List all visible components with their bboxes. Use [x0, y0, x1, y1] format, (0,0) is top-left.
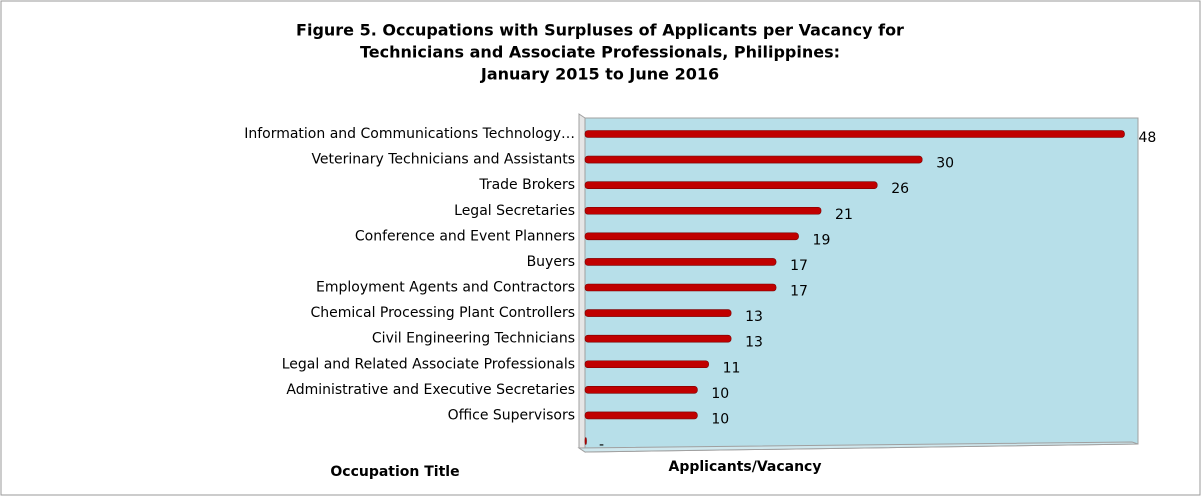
y-tick-label: Administrative and Executive Secretaries: [286, 382, 575, 398]
bar: [584, 155, 923, 164]
bar: [584, 181, 878, 189]
bar: [584, 334, 732, 343]
chart-title: January 2015 to June 2016: [480, 65, 719, 84]
y-tick-label: Veterinary Technicians and Assistants: [311, 152, 575, 168]
bar: [584, 258, 777, 266]
data-label: 11: [723, 360, 741, 376]
data-label: 21: [835, 207, 853, 223]
data-label: 30: [936, 156, 954, 172]
data-label: 13: [745, 309, 763, 325]
y-tick-label: Trade Brokers: [478, 177, 575, 193]
data-label: 13: [745, 335, 763, 351]
bar: [584, 130, 1125, 138]
data-label: 19: [813, 232, 831, 248]
floor: [577, 441, 1139, 453]
x-axis-label: Applicants/Vacancy: [669, 459, 822, 475]
y-tick-label: Employment Agents and Contractors: [316, 280, 575, 296]
y-axis-label: Occupation Title: [330, 464, 459, 480]
y-tick-label: Legal and Related Associate Professional…: [282, 356, 575, 372]
chart-title: Figure 5. Occupations with Surpluses of …: [296, 21, 904, 40]
bar: [584, 386, 698, 394]
bar: [584, 411, 698, 420]
y-tick-label: Buyers: [527, 254, 575, 270]
side-wall: [578, 113, 586, 453]
data-label: 17: [790, 258, 808, 274]
bar: [584, 437, 587, 445]
data-label: 10: [711, 411, 729, 427]
data-label: 48: [1139, 130, 1157, 146]
bar: [584, 206, 822, 215]
data-label: -: [599, 437, 604, 453]
data-label: 10: [711, 386, 729, 402]
y-tick-label: Office Supervisors: [448, 407, 575, 423]
y-tick-label: Conference and Event Planners: [355, 228, 575, 244]
y-tick-label: Chemical Processing Plant Controllers: [311, 305, 576, 321]
bar: [584, 283, 777, 292]
bar: [584, 232, 799, 241]
y-tick-label: Information and Communications Technolog…: [244, 126, 575, 142]
data-label: 26: [891, 181, 909, 197]
y-tick-label: Legal Secretaries: [454, 203, 575, 219]
data-label: 17: [790, 284, 808, 300]
chart-title: Technicians and Associate Professionals,…: [360, 43, 840, 62]
bar: [584, 309, 732, 317]
y-tick-label: Civil Engineering Technicians: [372, 331, 575, 347]
bar: [584, 360, 709, 369]
